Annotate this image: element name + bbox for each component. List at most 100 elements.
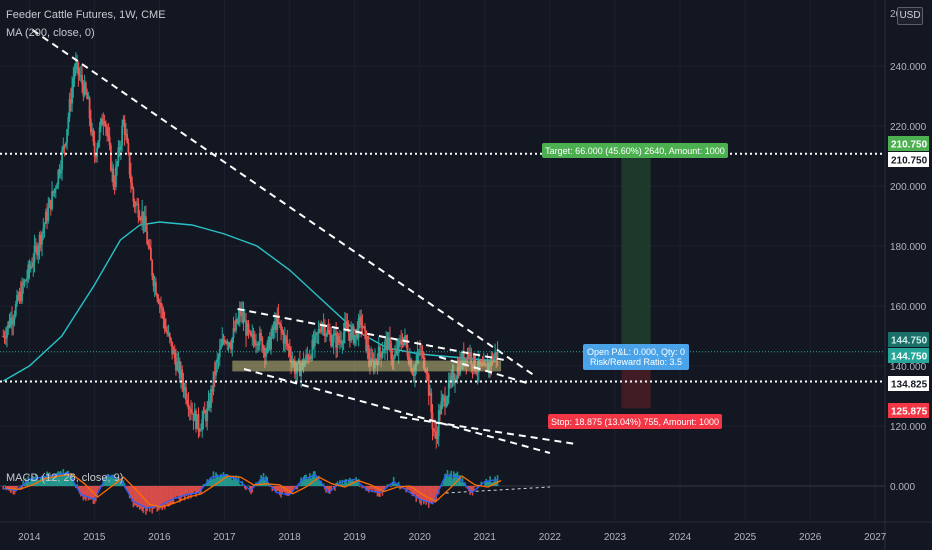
macd-line[interactable] <box>3 472 498 509</box>
macd-bar <box>302 476 305 486</box>
candle-body <box>200 429 202 431</box>
macd-bar <box>280 486 282 498</box>
candle-body <box>138 217 141 220</box>
candle-body <box>176 362 179 371</box>
macd-bar <box>131 486 133 502</box>
trendline[interactable] <box>31 29 535 376</box>
macd-bar <box>115 477 117 486</box>
y-tick-label: 160.000 <box>890 302 927 313</box>
macd-bar <box>80 486 82 497</box>
macd-bar <box>26 481 28 486</box>
candle-body <box>8 321 11 327</box>
candle-body <box>381 353 384 358</box>
last-price-badge-bg[interactable] <box>888 348 929 363</box>
target-label[interactable]: Target: 66.000 (45.60%) 2640, Amount: 10… <box>542 143 728 158</box>
ma-legend[interactable]: MA (200, close, 0) <box>6 27 95 39</box>
trendline[interactable] <box>243 368 551 454</box>
macd-bar <box>86 486 88 498</box>
macd-bar <box>407 486 410 490</box>
last-price-echo-badge-bg[interactable] <box>888 332 929 347</box>
macd-bar <box>462 482 465 486</box>
candle-body <box>37 248 40 256</box>
candle-body <box>114 167 117 188</box>
macd-legend[interactable]: MACD (12, 26, close, 9) <box>6 472 124 484</box>
macd-bar <box>21 486 23 490</box>
stop-price-badge-bg[interactable] <box>888 403 929 418</box>
macd-bar <box>332 486 335 489</box>
macd-bar <box>359 486 361 488</box>
macd-bar <box>310 478 312 486</box>
support-zone <box>232 360 502 372</box>
currency-button[interactable]: USD <box>897 7 923 25</box>
candle-body <box>68 99 71 118</box>
candle-body <box>321 324 324 332</box>
candle-body <box>186 399 189 404</box>
macd-bar <box>45 476 47 486</box>
target-zone[interactable] <box>621 153 651 352</box>
macd-bar <box>290 486 292 494</box>
candle-body <box>102 121 105 126</box>
trendline[interactable] <box>237 308 505 361</box>
candle-body <box>133 201 136 207</box>
candle-body <box>44 211 47 224</box>
stop-label-bg[interactable] <box>548 414 722 429</box>
macd-trendline[interactable] <box>445 486 550 494</box>
target-label-bg[interactable] <box>542 143 728 158</box>
candle-body <box>377 346 380 365</box>
ma-line[interactable] <box>2 221 498 382</box>
candle-body <box>470 351 473 365</box>
candle-body <box>9 317 12 327</box>
macd-bar <box>210 477 212 486</box>
x-tick-label: 2015 <box>83 532 106 543</box>
macd-bar <box>50 474 52 486</box>
stop-label[interactable]: Stop: 18.875 (13.04%) 755, Amount: 1000 <box>548 414 722 429</box>
macd-bar <box>121 483 123 486</box>
macd-bar <box>485 478 488 486</box>
candle-body <box>61 150 63 170</box>
candle-body <box>444 396 446 407</box>
candle-body <box>2 336 5 337</box>
candle-body <box>233 328 236 331</box>
macd-bar <box>394 483 396 486</box>
candle-body <box>197 414 200 431</box>
macd-bar <box>470 486 473 492</box>
macd-bar <box>376 486 379 497</box>
price-axis[interactable] <box>885 0 932 550</box>
candle-body <box>311 339 314 359</box>
candle-body <box>71 87 73 104</box>
entry-price-badge-bg[interactable] <box>888 376 929 391</box>
macd-bar <box>51 475 53 486</box>
macd-bar <box>22 480 25 486</box>
macd-bar <box>238 483 241 486</box>
signal-line[interactable] <box>6 473 502 508</box>
macd-bar <box>261 477 264 486</box>
support-zone-rect[interactable] <box>232 360 502 372</box>
macd-bar <box>148 486 151 512</box>
candle-body <box>101 118 104 126</box>
macd-bar <box>231 479 234 486</box>
candle-body <box>196 414 199 429</box>
candle-body <box>389 337 391 344</box>
candle-body <box>245 320 247 336</box>
macd-bar <box>183 486 186 501</box>
trendline[interactable] <box>438 356 531 385</box>
candle-body <box>356 329 359 338</box>
candle-body <box>345 322 348 326</box>
candle-body <box>411 371 414 375</box>
target-price-badge-bg[interactable] <box>888 136 929 151</box>
candle-body <box>412 374 415 377</box>
trendline[interactable] <box>400 416 577 445</box>
candle-body <box>207 401 210 408</box>
level-price-badge-bg[interactable] <box>888 152 929 167</box>
macd-bar <box>399 486 401 490</box>
candle-body <box>417 351 420 353</box>
macd-bar <box>76 484 78 486</box>
position-pnl-label-bg[interactable] <box>583 344 689 370</box>
candle-body <box>119 145 122 151</box>
candle-body <box>220 345 222 350</box>
candle-body <box>267 337 270 343</box>
candle-body <box>108 136 111 146</box>
